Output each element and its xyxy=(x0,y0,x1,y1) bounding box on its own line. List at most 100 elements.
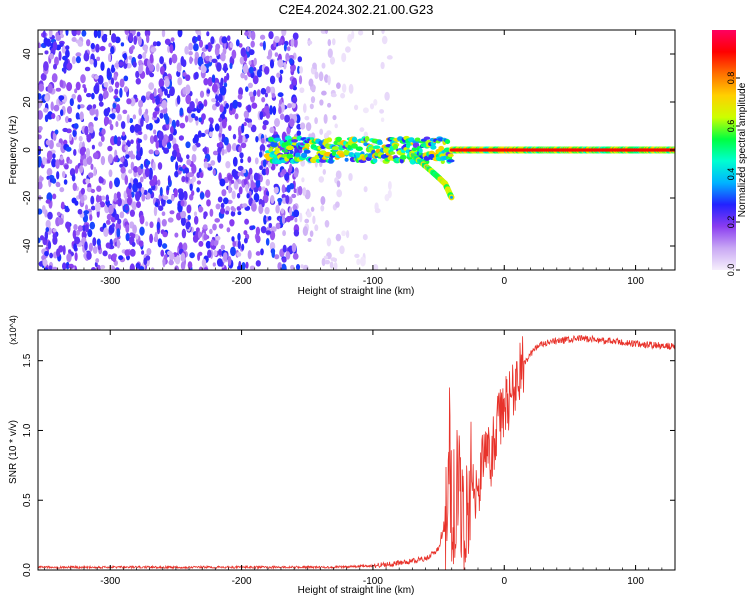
spectrogram-noise-cell xyxy=(161,243,168,249)
spectrogram-noise-cell xyxy=(327,75,331,86)
spectrogram-noise-cell xyxy=(150,267,155,270)
spectrogram-noise-cell xyxy=(77,104,81,110)
spectrogram-band-cell xyxy=(286,153,294,160)
spectrogram-noise-cell xyxy=(306,211,312,218)
spectrogram-noise-cell xyxy=(309,230,314,238)
spectrogram-noise-cell xyxy=(225,210,230,215)
spectrogram-noise-cell xyxy=(289,58,294,65)
spectrogram-noise-cell xyxy=(159,112,164,119)
spectrogram-noise-cell xyxy=(95,194,100,203)
spectrogram-noise-cell xyxy=(255,179,261,188)
spectrogram-noise-cell xyxy=(213,249,218,257)
spectrogram-noise-cell xyxy=(73,123,79,130)
spectrogram-noise-cell xyxy=(326,237,332,247)
spectrogram-noise-cell xyxy=(138,240,144,247)
spectrogram-noise-cell xyxy=(161,211,166,217)
spectrogram-noise-cell xyxy=(260,248,264,256)
spectrogram-noise-cell xyxy=(340,92,346,99)
spectrogram-noise-cell xyxy=(124,145,129,151)
snr-series-line xyxy=(38,334,675,570)
spectrogram-band-cell xyxy=(423,136,431,140)
spectrogram-noise-cell xyxy=(180,200,185,207)
spectrogram-band-cell xyxy=(331,151,337,157)
spectrogram-noise-cell xyxy=(113,192,118,203)
spectrogram-noise-cell xyxy=(387,180,392,191)
snr-marks xyxy=(38,334,675,570)
spectrogram-noise-cell xyxy=(168,57,173,66)
spectrogram-noise-cell xyxy=(229,219,235,227)
spectrogram-noise-cell xyxy=(174,255,181,265)
spectrogram-noise-cell xyxy=(290,65,294,73)
spectrogram-noise-cell xyxy=(196,180,202,185)
spectrogram-noise-cell xyxy=(329,261,334,269)
spectrogram-noise-cell xyxy=(332,38,336,46)
spectrogram-noise-cell xyxy=(212,103,217,111)
spectrogram-noise-cell xyxy=(123,52,127,61)
spectrogram-noise-cell xyxy=(100,135,105,142)
spectrogram-noise-cell xyxy=(327,38,332,47)
spectrogram-noise-cell xyxy=(171,149,178,158)
spectrogram-noise-cell xyxy=(206,89,211,94)
spectrogram-noise-cell xyxy=(89,107,95,116)
spectrogram-noise-cell xyxy=(52,132,57,141)
spectrogram-noise-cell xyxy=(256,89,261,98)
spectrogram-noise-cell xyxy=(284,171,290,181)
spectrogram-noise-cell xyxy=(310,96,316,104)
snr-multiplier: (x10^4) xyxy=(8,315,18,345)
spectrogram-noise-cell xyxy=(182,242,188,251)
spectrogram-noise-cell xyxy=(120,166,126,174)
spectrogram-noise-cell xyxy=(172,143,179,151)
spectrogram-ytick-label: 40 xyxy=(22,48,33,60)
spectrogram-noise-cell xyxy=(150,46,157,53)
spectrogram-noise-cell xyxy=(128,182,132,190)
spectrogram-band-cell xyxy=(355,146,363,152)
spectrogram-noise-cell xyxy=(304,115,310,121)
spectrogram-noise-cell xyxy=(284,114,291,123)
spectrogram-noise-cell xyxy=(178,191,185,201)
spectrogram-noise-cell xyxy=(235,39,240,47)
spectrogram-noise-cell xyxy=(75,56,81,64)
spectrogram-noise-cell xyxy=(148,122,153,131)
spectrogram-noise-cell xyxy=(214,123,220,132)
spectrogram-noise-cell xyxy=(252,75,259,85)
spectrogram-noise-cell xyxy=(294,217,298,223)
spectrogram-noise-cell xyxy=(238,186,243,195)
spectrogram-band-cell xyxy=(438,145,445,151)
spectrogram-noise-cell xyxy=(222,252,228,262)
spectrogram-noise-cell xyxy=(179,157,183,163)
spectrogram-noise-cell xyxy=(133,166,139,173)
spectrogram-noise-cell xyxy=(42,156,47,166)
spectrogram-noise-cell xyxy=(105,194,110,202)
spectrogram-noise-cell xyxy=(147,59,151,68)
spectrogram-noise-cell xyxy=(66,82,73,92)
spectrogram-noise-cell xyxy=(158,130,164,141)
spectrogram-noise-cell xyxy=(191,113,196,119)
spectrogram-noise-cell xyxy=(277,197,283,203)
spectrogram-noise-cell xyxy=(166,93,171,99)
spectrogram-noise-cell xyxy=(211,74,216,83)
spectrogram-noise-cell xyxy=(85,92,92,98)
spectrogram-noise-cell xyxy=(296,130,302,137)
spectrogram-noise-cell xyxy=(71,36,77,43)
spectrogram-noise-cell xyxy=(94,261,98,268)
snr-ytick-label: 0.0 xyxy=(22,563,33,577)
spectrogram-noise-cell xyxy=(277,92,284,98)
spectrogram-noise-cell xyxy=(65,45,70,51)
spectrogram-noise-cell xyxy=(129,124,135,134)
spectrogram-noise-cell xyxy=(215,235,221,241)
spectrogram-noise-cell xyxy=(47,241,52,250)
spectrogram-noise-cell xyxy=(73,149,77,156)
spectrogram-noise-cell xyxy=(336,189,343,198)
spectrogram-noise-cell xyxy=(125,224,130,233)
spectrogram-noise-cell xyxy=(206,31,210,37)
spectrogram-noise-cell xyxy=(93,166,97,177)
spectrogram-noise-cell xyxy=(98,93,104,102)
spectrogram-noise-cell xyxy=(117,197,122,207)
spectrogram-noise-cell xyxy=(243,178,248,186)
spectrogram-noise-cell xyxy=(282,244,287,253)
spectrogram-noise-cell xyxy=(135,70,140,79)
spectrogram-noise-cell xyxy=(197,130,202,138)
spectrogram-noise-cell xyxy=(148,82,155,90)
spectrogram-noise-cell xyxy=(166,199,173,205)
spectrogram-noise-cell xyxy=(373,99,378,106)
